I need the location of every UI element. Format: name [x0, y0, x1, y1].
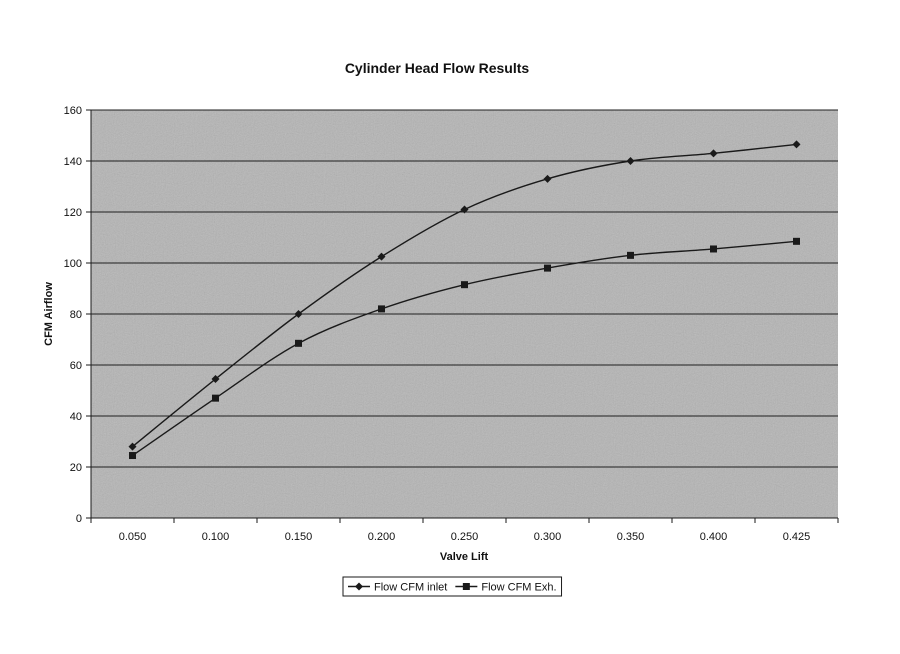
y-tick-label: 80 [70, 309, 82, 321]
data-point [211, 375, 220, 384]
data-point [709, 149, 718, 158]
data-point [543, 174, 552, 183]
x-tick-label: 0.100 [202, 531, 230, 543]
plot-area: 0 20 40 60 80 100 120 140 160 0.050 0.100 0.150 0.20… [64, 105, 839, 543]
x-axis-label: Valve Lift [440, 551, 489, 563]
x-tick-label: 0.350 [617, 531, 645, 543]
x-tick-label: 0.300 [534, 531, 562, 543]
legend-entry-1: Flow CFM inlet [374, 582, 447, 594]
x-tick-label: 0.200 [368, 531, 396, 543]
data-point [626, 157, 635, 165]
series-1 [128, 140, 801, 451]
y-tick-label: 60 [70, 360, 82, 372]
x-tick-label: 0.150 [285, 531, 313, 543]
data-point [377, 252, 386, 261]
x-tick-label: 0.250 [451, 531, 479, 543]
data-point [544, 264, 551, 272]
y-tick-label: 20 [70, 462, 82, 474]
y-tick-label: 140 [64, 156, 82, 168]
data-point [294, 310, 303, 318]
y-tick-label: 100 [64, 258, 82, 270]
x-tick-label: 0.050 [119, 531, 147, 543]
series-line [132, 143, 797, 448]
legend: Flow CFM inlet Flow CFM Exh. [342, 576, 563, 597]
data-point [378, 305, 385, 313]
data-point [627, 251, 634, 259]
data-point [793, 237, 800, 245]
data-point [212, 394, 219, 402]
x-tick-label: 0.400 [700, 531, 728, 543]
legend-box [342, 576, 563, 597]
y-tick-label: 120 [64, 207, 82, 219]
y-axis-label: CFM Airflow [43, 282, 55, 346]
data-point [792, 140, 801, 149]
series-2 [129, 237, 800, 460]
data-point [461, 281, 468, 289]
data-point [710, 245, 717, 253]
legend-square-marker [462, 583, 470, 590]
data-point [295, 339, 302, 347]
chart-title: Cylinder Head Flow Results [345, 60, 530, 76]
y-tick-label: 160 [64, 105, 82, 117]
legend-entry-2: Flow CFM Exh. [481, 582, 556, 594]
data-point [128, 442, 137, 451]
x-tick-label: 0.425 [783, 531, 811, 543]
y-tick-label: 40 [70, 411, 82, 423]
data-point [460, 205, 469, 214]
data-point [129, 452, 136, 460]
y-tick-label: 0 [76, 513, 82, 525]
legend-diamond-marker [355, 582, 363, 591]
